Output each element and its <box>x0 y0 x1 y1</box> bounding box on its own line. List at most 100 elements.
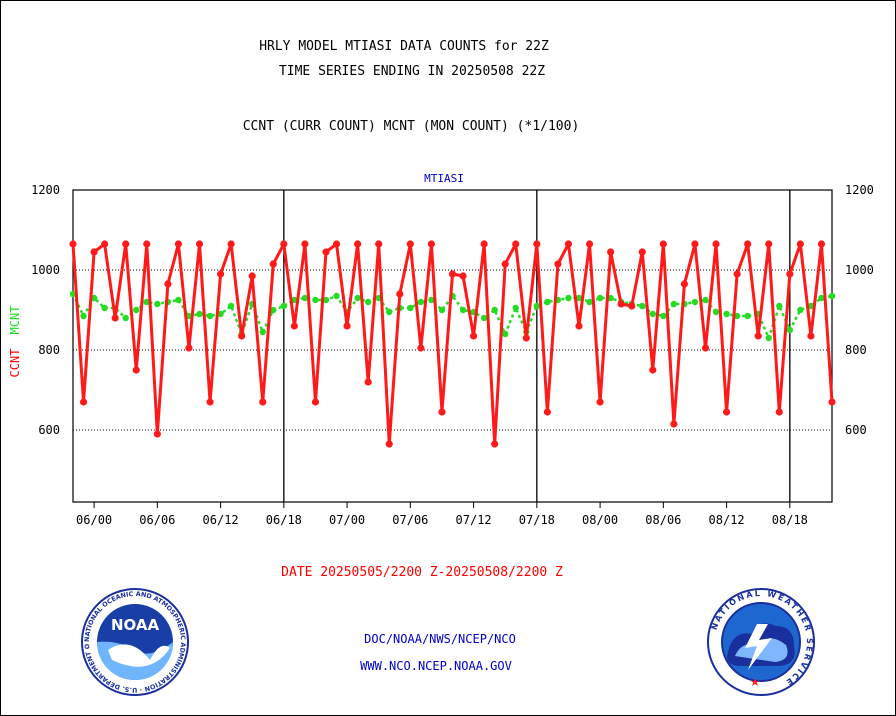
data-point-mcnt <box>438 306 446 314</box>
data-point-ccnt <box>111 314 119 322</box>
data-point-mcnt <box>512 304 519 312</box>
data-point-ccnt <box>469 332 478 340</box>
data-point-mcnt <box>364 298 372 306</box>
data-point-ccnt <box>564 240 573 248</box>
data-point-ccnt <box>807 332 815 340</box>
data-point-ccnt <box>280 240 288 248</box>
chart-subtitle: CCNT (CURR COUNT) MCNT (MON COUNT) (*1/1… <box>242 119 580 134</box>
data-point-ccnt <box>185 344 193 352</box>
x-tick-label: 08/12 <box>709 513 745 527</box>
data-point-ccnt <box>491 440 499 448</box>
data-point-ccnt <box>459 272 467 280</box>
y-tick-label-right: 1200 <box>845 183 874 197</box>
data-point-mcnt <box>312 296 319 304</box>
data-point-ccnt <box>575 322 583 330</box>
data-point-mcnt <box>217 310 224 318</box>
x-tick-label: 06/18 <box>266 513 302 527</box>
data-point-ccnt <box>744 240 752 248</box>
data-point-mcnt <box>776 302 783 310</box>
x-tick-label: 08/06 <box>645 513 681 527</box>
noaa-logo-ring-text: NATIONAL OCEANIC AND ATMOSPHERIC ADMINIS… <box>0 0 187 694</box>
data-point-mcnt <box>206 312 214 320</box>
data-point-mcnt <box>828 292 836 300</box>
data-point-mcnt <box>175 296 182 304</box>
data-point-ccnt <box>396 290 404 298</box>
data-point-ccnt <box>712 240 720 248</box>
y-tick-label-right: 1000 <box>845 263 874 277</box>
data-point-ccnt <box>775 408 783 416</box>
data-point-ccnt <box>501 260 509 268</box>
x-tick-label: 06/12 <box>203 513 239 527</box>
data-point-ccnt <box>259 398 267 406</box>
x-tick-label: 08/00 <box>582 513 618 527</box>
data-point-mcnt <box>322 296 330 304</box>
data-point-mcnt <box>386 308 393 316</box>
data-point-ccnt <box>290 322 298 330</box>
data-point-mcnt <box>133 306 140 314</box>
data-point-mcnt <box>480 314 488 322</box>
data-point-ccnt <box>343 322 351 330</box>
data-point-mcnt <box>639 302 646 310</box>
data-point-ccnt <box>585 240 594 248</box>
data-point-ccnt <box>143 240 151 248</box>
data-point-mcnt <box>544 298 551 306</box>
data-point-ccnt <box>417 344 425 352</box>
noaa-logo-text: NOAA <box>111 616 160 634</box>
data-point-ccnt <box>670 420 678 428</box>
data-point-ccnt <box>427 240 436 248</box>
data-point-mcnt <box>459 306 467 314</box>
data-point-mcnt <box>586 298 593 306</box>
data-point-ccnt <box>332 240 341 248</box>
data-point-mcnt <box>428 296 435 304</box>
data-point-ccnt <box>691 240 699 248</box>
data-point-mcnt <box>101 304 108 312</box>
data-point-mcnt <box>565 294 572 302</box>
data-point-ccnt <box>522 334 530 342</box>
data-point-mcnt <box>575 294 583 302</box>
x-tick-label: 07/18 <box>519 513 555 527</box>
data-point-mcnt <box>354 294 361 302</box>
data-point-ccnt <box>238 332 246 340</box>
data-point-mcnt <box>723 310 730 318</box>
data-point-mcnt <box>270 306 277 314</box>
data-point-ccnt <box>122 240 130 248</box>
data-point-ccnt <box>765 240 773 248</box>
data-point-ccnt <box>248 272 256 280</box>
x-axis-date-label: DATE 20250505/2200 Z-20250508/2200 Z <box>281 565 563 580</box>
data-point-mcnt <box>291 296 298 304</box>
x-tick-label: 06/06 <box>139 513 175 527</box>
data-point-mcnt <box>712 308 720 316</box>
data-point-ccnt <box>101 240 109 248</box>
data-point-ccnt <box>79 398 88 406</box>
data-point-mcnt <box>786 326 794 334</box>
data-point-mcnt <box>280 302 288 310</box>
noaa-logo: NOAA NATIONAL OCEANIC AND ATMOSPHERIC AD… <box>0 0 189 696</box>
y-tick-label-right: 600 <box>845 423 867 437</box>
data-point-mcnt <box>69 290 77 298</box>
y-tick-label-left: 1000 <box>31 263 60 277</box>
data-point-ccnt <box>786 270 794 278</box>
data-point-ccnt <box>69 240 77 248</box>
data-point-mcnt <box>154 300 161 308</box>
data-point-mcnt <box>196 310 203 318</box>
data-point-mcnt <box>259 328 266 336</box>
x-tick-label: 06/00 <box>76 513 112 527</box>
data-point-ccnt <box>375 240 383 248</box>
footer-org: DOC/NOAA/NWS/NCEP/NCO <box>364 632 516 646</box>
data-point-mcnt <box>227 302 235 310</box>
data-point-mcnt <box>607 294 614 302</box>
chart-title-line1: HRLY MODEL MTIASI DATA COUNTS for 22Z <box>259 39 549 54</box>
data-point-ccnt <box>659 240 667 248</box>
data-point-mcnt <box>533 302 541 310</box>
data-point-ccnt <box>364 378 372 386</box>
data-point-ccnt <box>733 270 741 278</box>
data-point-mcnt <box>818 294 825 302</box>
data-point-ccnt <box>680 280 689 288</box>
y-tick-label-left: 1200 <box>31 183 60 197</box>
data-point-ccnt <box>596 398 604 406</box>
data-point-mcnt <box>90 294 98 302</box>
data-point-mcnt <box>122 314 129 322</box>
data-point-ccnt <box>269 260 277 268</box>
data-point-mcnt <box>417 298 425 306</box>
